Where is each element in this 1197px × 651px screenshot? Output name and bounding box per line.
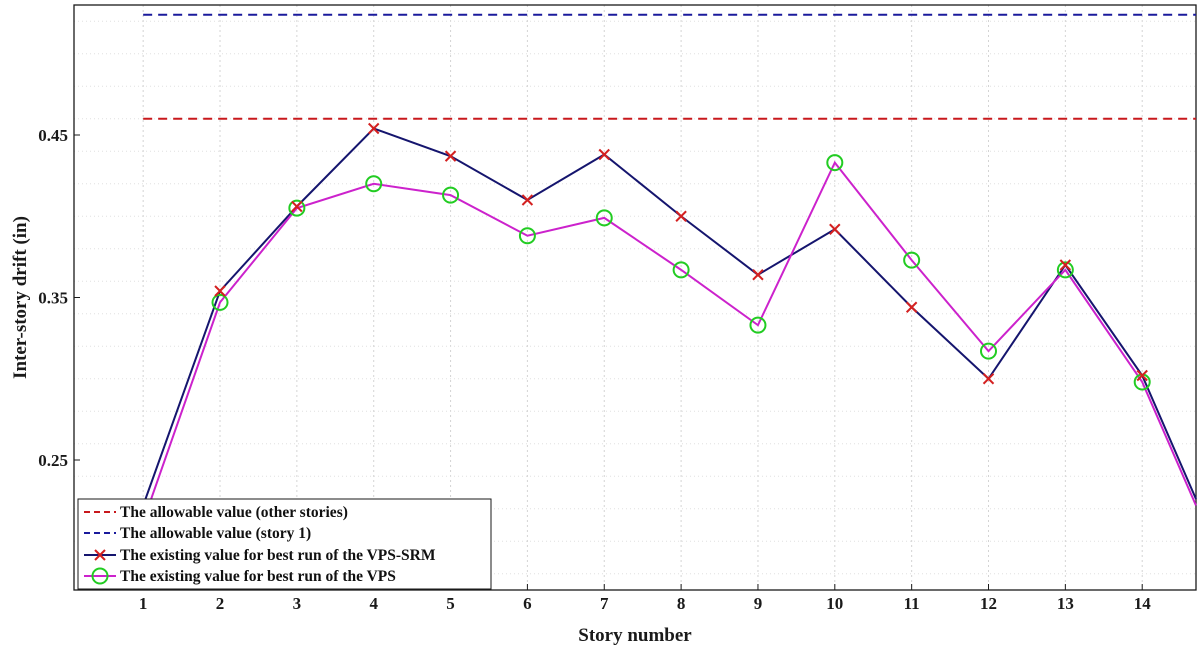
legend-marker-circle-icon <box>91 567 109 585</box>
vps-srm-point <box>444 150 457 162</box>
vps-point <box>826 154 844 172</box>
vps-point <box>672 261 690 279</box>
y-tick-label: 0.25 <box>38 451 68 470</box>
vps-point <box>442 186 460 204</box>
y-tick-label: 0.45 <box>38 126 68 145</box>
x-tick-label: 10 <box>826 594 843 613</box>
series-lines <box>142 127 1197 523</box>
legend-circle-marker <box>91 567 109 585</box>
legend-marker-x-icon <box>94 549 106 561</box>
x-tick-label: 4 <box>369 594 378 613</box>
vps-srm-point <box>752 269 764 281</box>
vps-point <box>288 199 306 217</box>
x-tick-label: 11 <box>904 594 920 613</box>
x-tick-label: 14 <box>1134 594 1152 613</box>
vps-point <box>365 175 383 193</box>
vps-point <box>595 209 613 227</box>
vps-point <box>1056 261 1074 279</box>
y-axis-label: Inter-story drift (in) <box>10 216 31 379</box>
legend-label-allowable-story1: The allowable value (story 1) <box>120 525 311 542</box>
vps-srm-point <box>368 122 380 135</box>
vps-point <box>518 227 536 245</box>
x-tick-label: 2 <box>216 594 225 613</box>
legend-label-allowable-other: The allowable value (other stories) <box>120 504 348 521</box>
vps-point <box>211 293 229 311</box>
vps-line <box>142 160 1197 523</box>
y-tick-label: 0.35 <box>38 289 68 308</box>
legend: The allowable value (other stories) The … <box>77 498 492 590</box>
legend-label-vps: The existing value for best run of the V… <box>120 568 396 585</box>
vps-srm-point <box>982 373 995 385</box>
vps-point <box>749 316 767 334</box>
legend-box <box>77 498 492 590</box>
vps-srm-point <box>521 194 534 206</box>
vps-srm-line <box>142 127 1197 506</box>
vps-srm-point <box>1059 259 1072 271</box>
grid <box>74 5 1196 590</box>
vps-srm-point <box>905 301 918 313</box>
vps-srm-point <box>291 200 303 213</box>
vps-point <box>980 342 998 360</box>
reference-lines <box>143 13 1196 120</box>
axis-ticks: 1 2 3 4 5 6 7 8 9 10 11 12 13 140.250.350.45 <box>38 126 1151 613</box>
x-tick-label: 12 <box>980 594 997 613</box>
x-tick-label: 9 <box>754 594 763 613</box>
x-tick-label: 1 <box>139 594 148 613</box>
x-tick-label: 7 <box>600 594 609 613</box>
x-tick-label: 13 <box>1057 594 1074 613</box>
series-markers <box>134 122 1151 531</box>
x-tick-label: 6 <box>523 594 532 613</box>
vps-srm-point <box>1136 369 1148 382</box>
vps-srm-point <box>214 285 226 297</box>
vps-srm-point <box>598 148 610 161</box>
x-tick-label: 8 <box>677 594 686 613</box>
x-tick-label: 5 <box>446 594 455 613</box>
legend-label-vps-srm: The existing value for best run of the V… <box>120 547 436 564</box>
x-axis-label: Story number <box>578 625 692 646</box>
x-tick-label: 3 <box>293 594 302 613</box>
vps-srm-point <box>675 210 687 222</box>
legend-x-marker <box>94 549 106 561</box>
vps-srm-point <box>829 223 841 235</box>
vps-point <box>903 251 921 269</box>
